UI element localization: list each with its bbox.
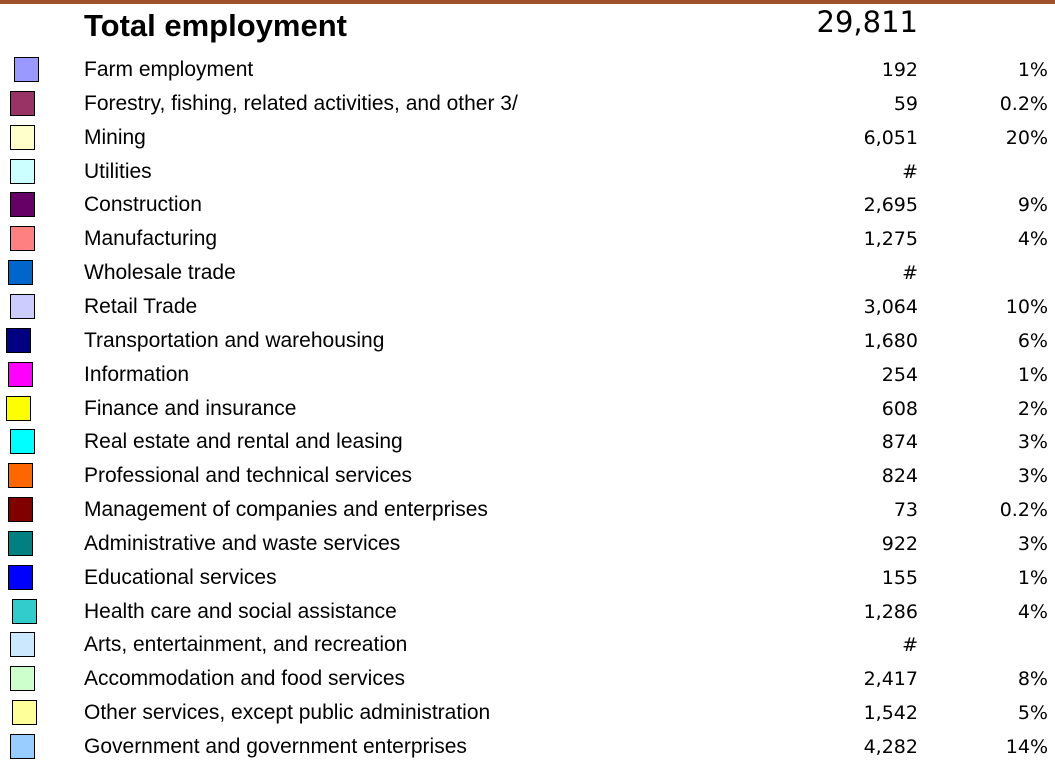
row-label: Real estate and rental and leasing — [84, 430, 403, 454]
row-value: # — [902, 634, 918, 657]
row-value: 3,064 — [863, 295, 918, 318]
row-percent: 3% — [1017, 431, 1048, 454]
row-label: Farm employment — [84, 58, 254, 81]
color-swatch — [10, 226, 35, 252]
row-label: Management of companies and enterprises — [84, 498, 488, 522]
color-swatch — [8, 497, 33, 523]
row-label: Administrative and waste services — [84, 531, 401, 555]
row-value: 608 — [881, 397, 918, 420]
color-swatch — [14, 57, 39, 82]
row-label: Finance and insurance — [84, 396, 297, 420]
row-percent: 3% — [1017, 532, 1048, 555]
row-value: 2,695 — [863, 194, 918, 217]
color-swatch — [12, 598, 37, 624]
row-percent: 1% — [1017, 59, 1048, 81]
row-value: # — [902, 262, 918, 285]
color-swatch — [8, 463, 33, 489]
row-value: 155 — [881, 566, 918, 589]
row-label: Wholesale trade — [84, 261, 236, 285]
row-percent: 1% — [1017, 566, 1048, 589]
row-value: 1,542 — [863, 702, 918, 725]
color-swatch — [10, 192, 35, 218]
color-swatch — [10, 158, 35, 184]
row-value: 192 — [881, 59, 918, 81]
color-swatch — [8, 564, 33, 590]
color-swatch — [8, 260, 33, 286]
row-value: 922 — [881, 532, 918, 555]
row-label: Utilities — [84, 159, 152, 183]
color-swatch — [10, 632, 35, 658]
color-swatch — [10, 429, 35, 455]
color-swatch — [10, 666, 35, 692]
row-value: 254 — [881, 363, 918, 386]
color-swatch — [12, 700, 37, 726]
row-percent: 0.2% — [999, 499, 1048, 522]
row-value: 2,417 — [863, 668, 918, 691]
row-percent: 4% — [1017, 228, 1048, 251]
row-label: Educational services — [84, 565, 277, 589]
row-value: 1,286 — [863, 600, 918, 623]
row-label: Mining — [84, 125, 146, 149]
row-label: Accommodation and food services — [84, 667, 405, 691]
title: Total employment — [84, 8, 347, 43]
color-swatch — [10, 293, 35, 319]
color-swatch — [6, 395, 31, 421]
color-swatch — [6, 327, 31, 353]
color-swatch — [10, 734, 35, 759]
row-value: 1,680 — [863, 329, 918, 352]
row-label: Construction — [84, 193, 202, 217]
row-label: Transportation and warehousing — [84, 328, 385, 352]
color-swatch — [8, 530, 33, 556]
row-percent: 9% — [1017, 194, 1048, 217]
row-percent: 20% — [1005, 126, 1048, 149]
row-label: Government and government enterprises — [84, 735, 467, 758]
row-value: 1,275 — [863, 228, 918, 251]
row-percent: 3% — [1017, 465, 1048, 488]
row-value: 6,051 — [863, 126, 918, 149]
row-label: Information — [84, 362, 190, 386]
row-percent: 10% — [1005, 295, 1048, 318]
row-label: Arts, entertainment, and recreation — [84, 633, 408, 657]
row-label: Health care and social assistance — [84, 599, 397, 623]
top-border — [0, 0, 1055, 4]
color-swatch — [10, 124, 35, 150]
row-value: 59 — [893, 92, 918, 115]
row-label: Other services, except public administra… — [84, 701, 491, 725]
row-label: Forestry, fishing, related activities, a… — [84, 91, 518, 115]
row-percent: 8% — [1017, 668, 1048, 691]
row-percent: 0.2% — [999, 92, 1048, 115]
row-percent: 4% — [1017, 600, 1048, 623]
row-percent: 6% — [1017, 329, 1048, 352]
row-label: Manufacturing — [84, 227, 218, 251]
row-percent: 1% — [1017, 363, 1048, 386]
row-value: 4,282 — [863, 736, 918, 758]
color-swatch — [8, 361, 33, 387]
row-value: 874 — [881, 431, 918, 454]
row-percent: 2% — [1017, 397, 1048, 420]
row-value: # — [902, 160, 918, 183]
color-swatch — [10, 90, 35, 116]
row-percent: 5% — [1017, 702, 1048, 725]
row-percent: 14% — [1005, 736, 1048, 758]
total: 29,811 — [816, 5, 918, 39]
row-label: Retail Trade — [84, 294, 198, 318]
row-value: 824 — [881, 465, 918, 488]
row-label: Professional and technical services — [84, 464, 413, 488]
row-value: 73 — [893, 499, 918, 522]
